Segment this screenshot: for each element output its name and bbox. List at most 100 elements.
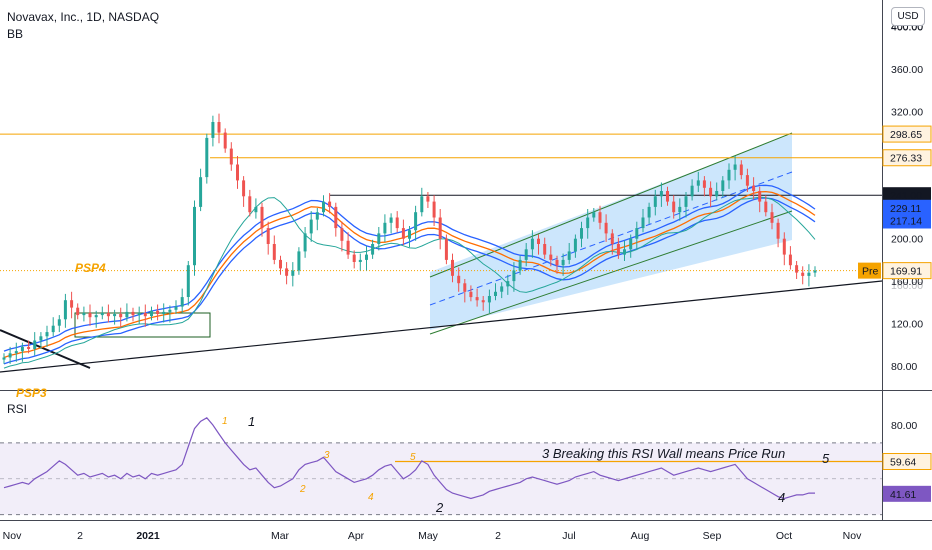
candle-body[interactable]	[186, 265, 190, 297]
candle-body[interactable]	[39, 336, 43, 341]
candle-body[interactable]	[285, 268, 289, 276]
candle-body[interactable]	[291, 270, 295, 276]
channel-lower-line[interactable]	[429, 210, 793, 335]
candle-body[interactable]	[143, 313, 147, 317]
candle-body[interactable]	[168, 309, 172, 312]
candle-body[interactable]	[371, 244, 375, 255]
candle-body[interactable]	[395, 217, 399, 229]
candle-body[interactable]	[358, 259, 362, 262]
candle-body[interactable]	[543, 244, 547, 255]
candle-body[interactable]	[696, 180, 700, 186]
candle-body[interactable]	[672, 201, 676, 213]
candle-body[interactable]	[8, 353, 12, 358]
candle-body[interactable]	[764, 201, 768, 213]
candle-body[interactable]	[500, 286, 504, 292]
candle-body[interactable]	[709, 187, 713, 197]
candle-body[interactable]	[106, 313, 110, 317]
candle-body[interactable]	[481, 300, 485, 303]
currency-button[interactable]: USD	[891, 7, 925, 26]
candle-body[interactable]	[702, 180, 706, 188]
candle-body[interactable]	[494, 291, 497, 296]
candle-body[interactable]	[303, 233, 307, 252]
candle-body[interactable]	[383, 222, 387, 234]
candle-body[interactable]	[813, 270, 817, 273]
candle-body[interactable]	[322, 201, 325, 213]
candle-body[interactable]	[487, 296, 491, 303]
candle-body[interactable]	[408, 230, 411, 239]
consolidation-box[interactable]	[74, 312, 211, 338]
candle-body[interactable]	[346, 240, 350, 255]
candle-body[interactable]	[721, 180, 725, 191]
rsi-line[interactable]	[3, 417, 815, 500]
candle-body[interactable]	[739, 164, 743, 176]
candle-body[interactable]	[451, 259, 454, 276]
candle-body[interactable]	[94, 315, 98, 318]
indicator-label-bb[interactable]: BB	[7, 27, 24, 41]
candle-body[interactable]	[641, 217, 645, 229]
candle-body[interactable]	[315, 212, 319, 220]
candle-body[interactable]	[678, 206, 682, 213]
candle-body[interactable]	[260, 206, 264, 229]
candle-body[interactable]	[733, 164, 737, 170]
candle-body[interactable]	[635, 228, 639, 239]
candle-body[interactable]	[592, 212, 596, 218]
candle-body[interactable]	[727, 169, 731, 181]
candle-body[interactable]	[248, 196, 252, 213]
candle-body[interactable]	[512, 270, 516, 282]
candle-body[interactable]	[801, 272, 805, 276]
candle-body[interactable]	[788, 254, 792, 266]
candle-body[interactable]	[616, 244, 620, 255]
candle-body[interactable]	[309, 219, 313, 234]
candle-body[interactable]	[266, 228, 270, 244]
candle-body[interactable]	[14, 351, 18, 354]
candle-body[interactable]	[2, 357, 6, 360]
candle-body[interactable]	[137, 313, 141, 316]
candle-body[interactable]	[254, 206, 258, 213]
candle-body[interactable]	[623, 249, 626, 255]
candle-body[interactable]	[782, 238, 786, 255]
candle-body[interactable]	[666, 191, 669, 202]
candle-body[interactable]	[745, 175, 749, 186]
candle-body[interactable]	[647, 206, 651, 218]
candle-body[interactable]	[70, 300, 74, 308]
candle-body[interactable]	[88, 313, 92, 318]
candle-body[interactable]	[389, 217, 393, 223]
candle-body[interactable]	[549, 254, 553, 260]
candle-body[interactable]	[518, 259, 522, 271]
candle-body[interactable]	[242, 180, 246, 197]
candle-body[interactable]	[401, 228, 405, 239]
candle-body[interactable]	[63, 300, 67, 320]
candle-body[interactable]	[119, 314, 123, 318]
candle-body[interactable]	[463, 283, 467, 292]
descending-trendline[interactable]	[0, 329, 91, 369]
candle-body[interactable]	[752, 185, 756, 191]
candle-body[interactable]	[193, 206, 196, 266]
candle-body[interactable]	[205, 137, 209, 178]
candle-body[interactable]	[20, 346, 24, 352]
candle-body[interactable]	[27, 346, 31, 349]
candle-body[interactable]	[573, 238, 577, 252]
candle-body[interactable]	[475, 297, 479, 301]
candle-body[interactable]	[45, 332, 49, 337]
candle-body[interactable]	[586, 217, 590, 229]
candle-body[interactable]	[469, 291, 473, 298]
candle-body[interactable]	[365, 254, 368, 260]
candle-body[interactable]	[76, 307, 80, 316]
candle-body[interactable]	[598, 212, 602, 223]
candle-body[interactable]	[567, 251, 571, 260]
candle-body[interactable]	[659, 191, 663, 197]
candle-body[interactable]	[174, 306, 178, 310]
candle-body[interactable]	[229, 148, 233, 165]
candle-body[interactable]	[432, 201, 436, 218]
candle-body[interactable]	[328, 201, 332, 207]
support-trendline[interactable]	[0, 280, 883, 373]
candle-body[interactable]	[340, 228, 344, 241]
candle-body[interactable]	[352, 254, 356, 262]
candle-body[interactable]	[217, 122, 221, 133]
candle-body[interactable]	[438, 217, 442, 239]
candle-body[interactable]	[180, 297, 184, 307]
channel-upper-line[interactable]	[429, 132, 793, 278]
candle-body[interactable]	[334, 206, 338, 229]
candle-body[interactable]	[537, 238, 540, 244]
